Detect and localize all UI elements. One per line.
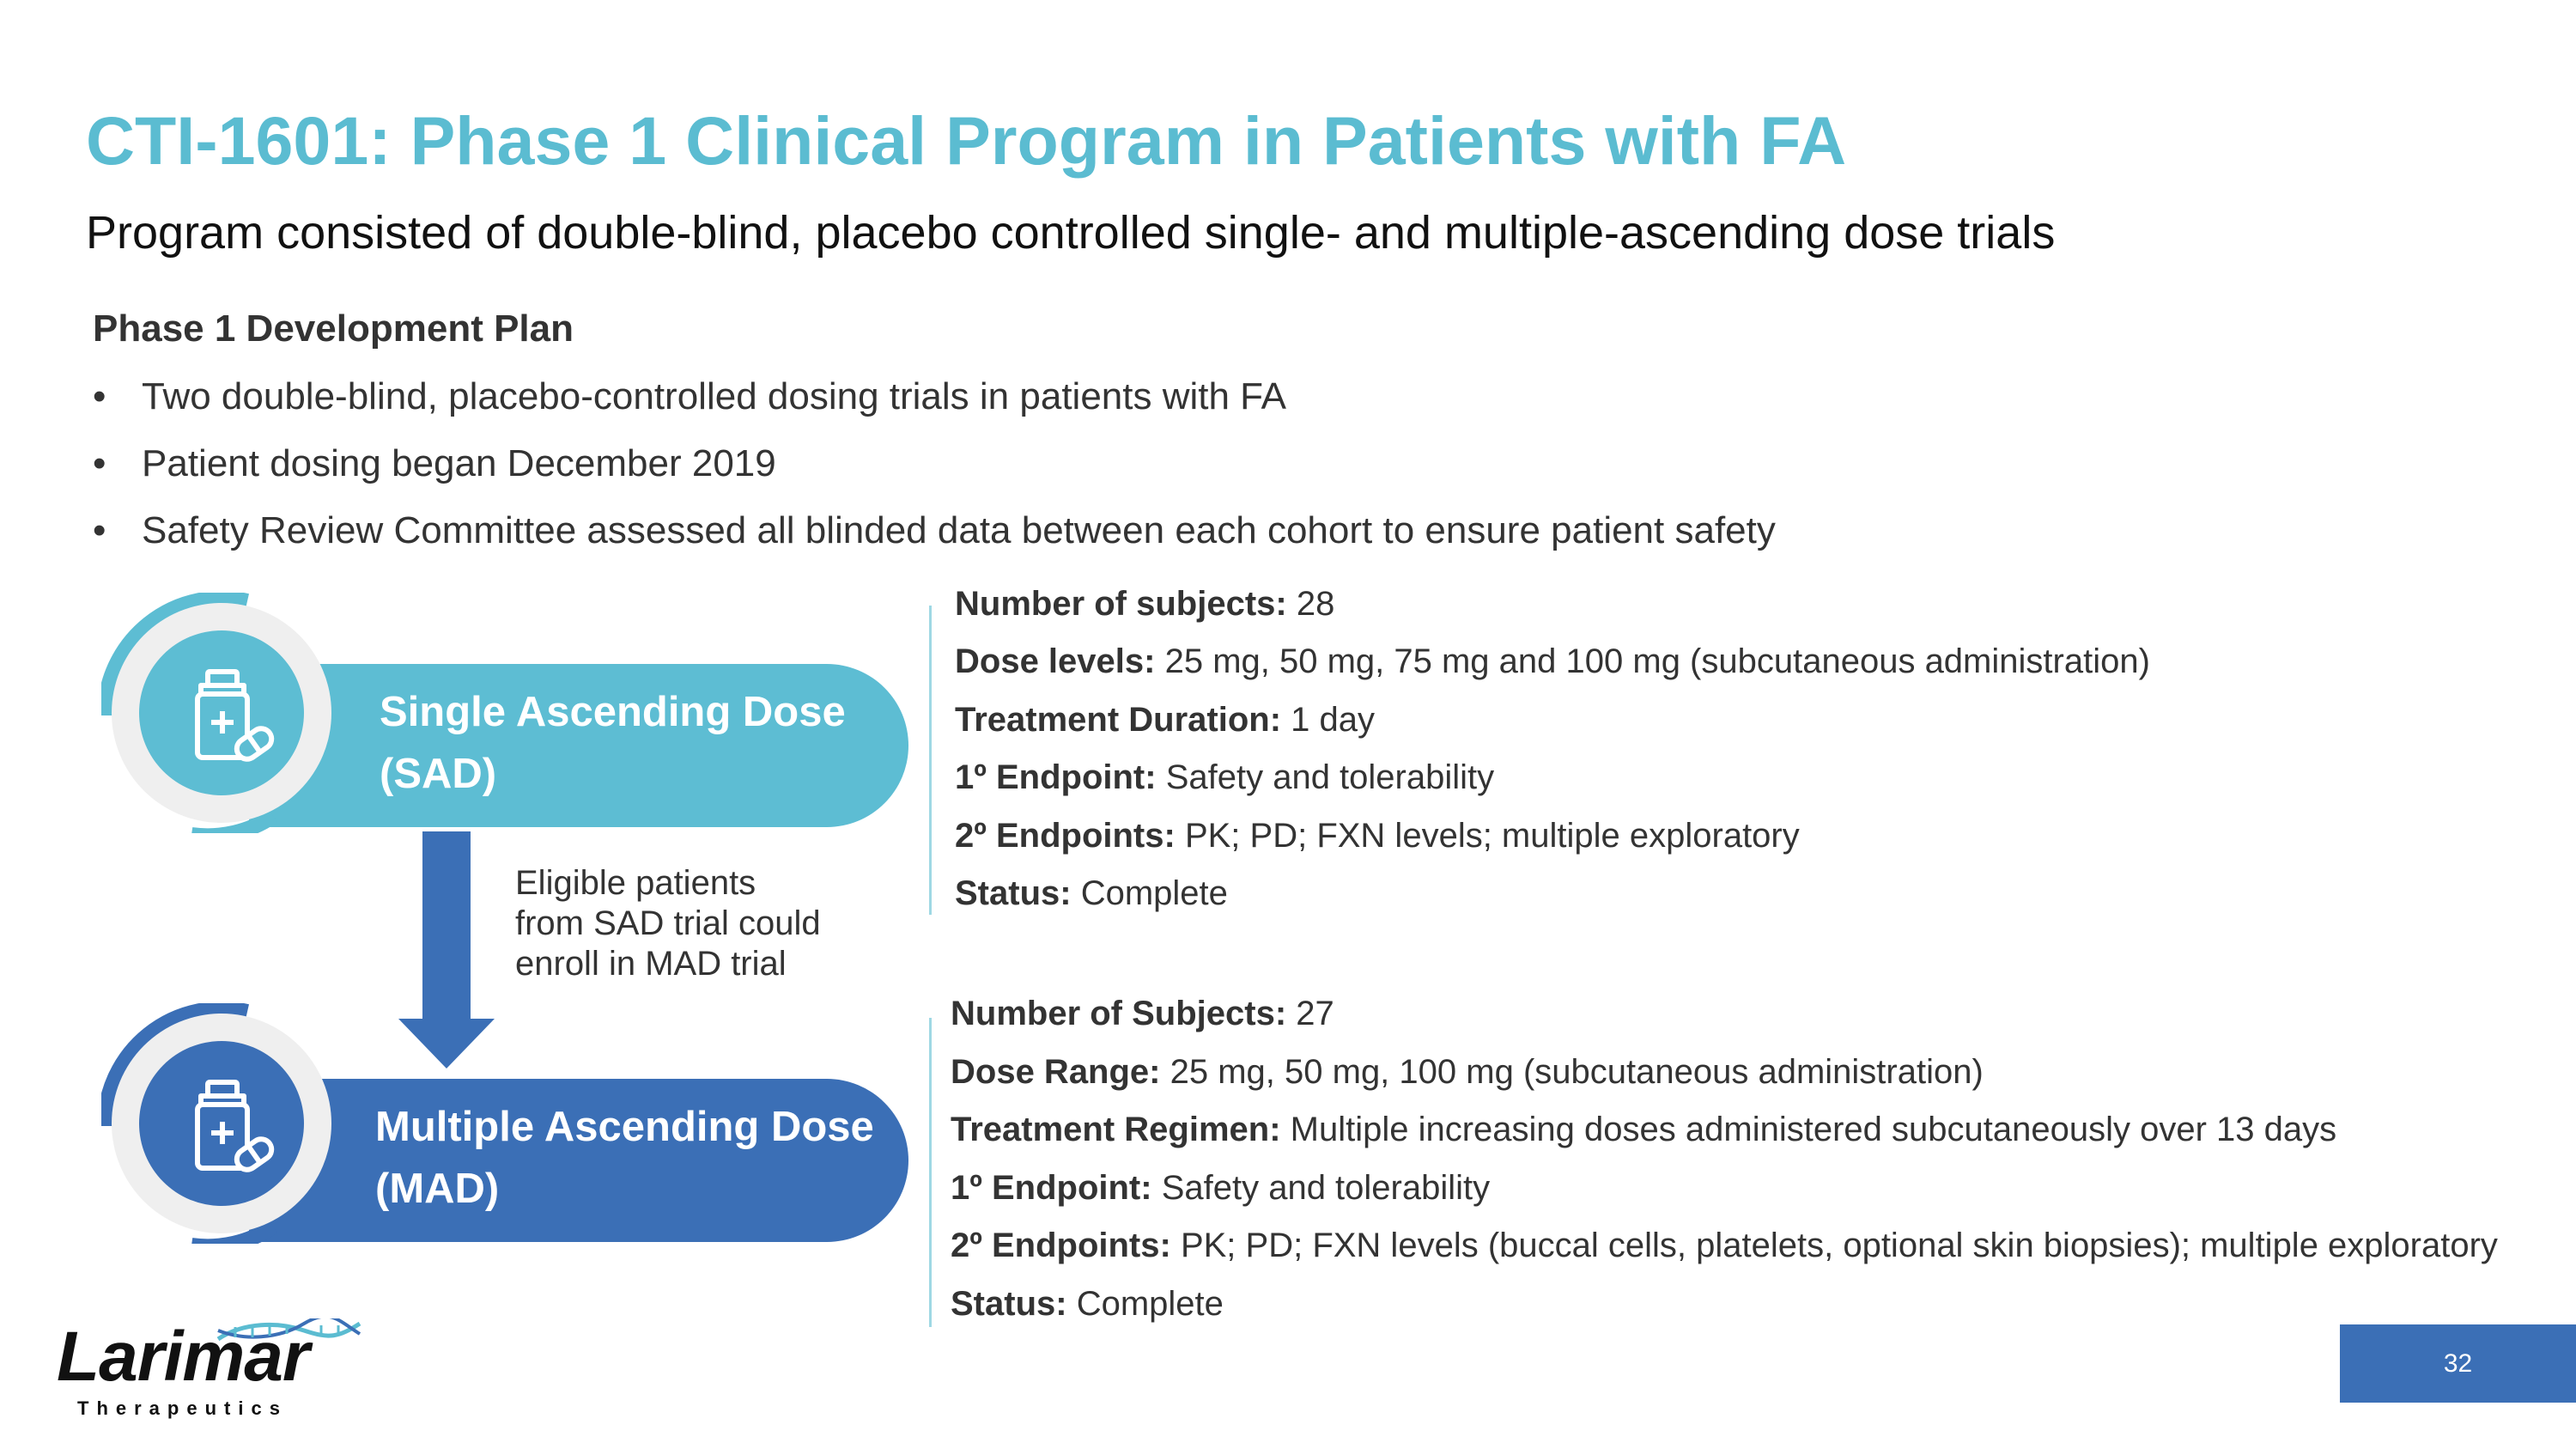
sad-icon-badge xyxy=(96,590,342,844)
dna-helix-icon xyxy=(216,1318,361,1342)
sad-abbrev: (SAD) xyxy=(380,751,497,797)
sad-detail-row: Number of subjects: 28 xyxy=(955,585,1335,623)
mad-icon-badge xyxy=(96,1001,342,1255)
page-subtitle: Program consisted of double-blind, place… xyxy=(86,207,2056,259)
sad-detail-row: Status: Complete xyxy=(955,874,1228,912)
plan-bullet: • Patient dosing began December 2019 xyxy=(93,442,776,484)
mad-detail-row: Treatment Regimen: Multiple increasing d… xyxy=(951,1111,2337,1148)
mad-abbrev: (MAD) xyxy=(375,1166,500,1212)
sad-pill: Single Ascending Dose (SAD) xyxy=(249,664,908,827)
sad-detail-row: 1º Endpoint: Safety and tolerability xyxy=(955,758,1495,796)
sad-title: Single Ascending Dose xyxy=(380,689,846,735)
mad-detail-row: Status: Complete xyxy=(951,1285,1224,1323)
plan-bullet: • Two double-blind, placebo-controlled do… xyxy=(93,375,1286,417)
page-number: 32 xyxy=(2340,1324,2576,1403)
sad-detail-row: Dose levels: 25 mg, 50 mg, 75 mg and 100… xyxy=(955,642,2150,680)
mad-divider xyxy=(929,1018,932,1327)
medicine-bottle-icon xyxy=(195,669,275,762)
page-title: CTI-1601: Phase 1 Clinical Program in Pa… xyxy=(86,102,1847,179)
mad-detail-row: Dose Range: 25 mg, 50 mg, 100 mg (subcut… xyxy=(951,1053,1984,1091)
sad-divider xyxy=(929,606,932,915)
sad-detail-row: Treatment Duration: 1 day xyxy=(955,701,1376,739)
company-logo: Larimar Therapeutics xyxy=(57,1318,361,1422)
mad-detail-row: Number of Subjects: 27 xyxy=(951,995,1334,1032)
transition-note: Eligible patients from SAD trial could e… xyxy=(515,864,821,983)
mad-detail-row: 1º Endpoint: Safety and tolerability xyxy=(951,1169,1491,1207)
mad-detail-row: 2º Endpoints: PK; PD; FXN levels (buccal… xyxy=(951,1227,2498,1264)
down-arrow-icon xyxy=(398,831,495,1068)
plan-bullet: • Safety Review Committee assessed all bl… xyxy=(93,509,1776,551)
medicine-bottle-icon xyxy=(195,1080,275,1172)
sad-detail-row: 2º Endpoints: PK; PD; FXN levels; multip… xyxy=(955,817,1800,855)
plan-heading: Phase 1 Development Plan xyxy=(93,307,574,350)
logo-tagline: Therapeutics xyxy=(77,1397,288,1419)
mad-pill: Multiple Ascending Dose (MAD) xyxy=(249,1079,908,1242)
mad-title: Multiple Ascending Dose xyxy=(375,1104,874,1150)
logo-wordmark: Larimar xyxy=(57,1318,310,1396)
